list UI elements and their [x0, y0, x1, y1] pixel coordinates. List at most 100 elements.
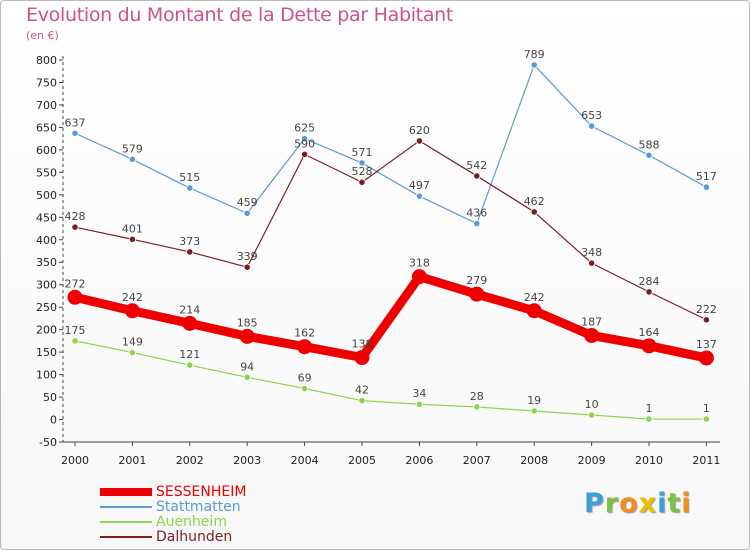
chart-title: Evolution du Montant de la Dette par Hab… [26, 4, 454, 26]
data-point-auenheim [300, 384, 309, 393]
legend-item-dalhunden[interactable]: Dalhunden [100, 529, 340, 545]
data-label-dalhunden: 348 [581, 246, 602, 259]
data-label-auenheim: 1 [646, 402, 653, 415]
x-tick-label: 2010 [635, 454, 663, 467]
data-label-dalhunden: 542 [466, 159, 487, 172]
data-point-stattmatten [473, 219, 481, 228]
x-tick-label: 2007 [463, 454, 491, 467]
data-point-auenheim [645, 415, 653, 423]
data-label-stattmatten: 571 [352, 146, 373, 159]
data-label-dalhunden: 339 [237, 250, 258, 263]
data-point-dalhunden [128, 235, 136, 243]
y-tick-label: 550 [36, 166, 57, 179]
data-label-sessenheim: 318 [409, 257, 430, 270]
legend-label-stattmatten: Stattmatten [156, 499, 241, 515]
y-tick-label: 700 [36, 99, 57, 112]
data-label-auenheim: 19 [527, 394, 541, 407]
x-tick-label: 2003 [233, 454, 261, 467]
data-label-stattmatten: 637 [65, 116, 86, 129]
logo-letter: o [619, 488, 639, 519]
data-point-stattmatten [358, 159, 366, 167]
series-auenheim: 175 149 121 94 69 42 34 28 19 10 1 1 [65, 324, 711, 423]
data-point-auenheim [530, 407, 538, 415]
legend-item-auenheim[interactable]: Auenheim [100, 514, 340, 530]
data-point-auenheim [128, 348, 136, 357]
data-point-dalhunden [473, 172, 481, 180]
series-stattmatten: 637 579 515 459 625 571 497 436 789 653 588 517 [65, 48, 717, 228]
data-point-dalhunden [645, 288, 653, 296]
legend: SESSENHEIM Stattmatten Auenheim Dalhunde… [100, 484, 340, 545]
data-label-sessenheim: 137 [696, 338, 717, 351]
data-point-sessenheim [411, 269, 427, 285]
data-label-auenheim: 28 [470, 390, 484, 403]
data-point-sessenheim [124, 303, 140, 319]
data-label-sessenheim: 214 [179, 303, 200, 316]
data-label-sessenheim: 185 [237, 316, 258, 329]
data-label-stattmatten: 459 [237, 196, 258, 209]
data-label-auenheim: 121 [179, 348, 200, 361]
x-tick-label: 2006 [405, 454, 433, 467]
data-point-dalhunden [702, 316, 711, 324]
data-point-dalhunden [186, 248, 194, 256]
data-point-sessenheim [297, 339, 313, 355]
data-point-dalhunden [587, 259, 596, 267]
x-tick-label: 2002 [176, 454, 204, 467]
legend-swatch-dalhunden [100, 536, 152, 538]
series-dalhunden: 428 401 373 339 590 528 620 542 462 348 284 222 [65, 124, 717, 324]
y-tick-label: 250 [36, 301, 57, 314]
data-point-dalhunden [415, 137, 423, 145]
logo-letter: r [604, 488, 620, 519]
data-point-stattmatten [243, 209, 251, 217]
data-point-stattmatten [702, 183, 711, 191]
data-label-stattmatten: 789 [524, 48, 545, 61]
data-point-auenheim [243, 373, 251, 381]
legend-swatch-auenheim [100, 521, 152, 523]
y-tick-label: 150 [36, 346, 57, 359]
data-label-sessenheim: 187 [581, 315, 602, 328]
x-tick-label: 2004 [291, 454, 319, 467]
logo-letter: x [638, 488, 658, 519]
data-point-sessenheim [67, 289, 83, 305]
logo-letter: i [681, 488, 692, 519]
data-point-stattmatten [71, 129, 79, 137]
data-label-dalhunden: 284 [639, 275, 660, 288]
y-tick-label: 650 [36, 121, 57, 134]
series-sessenheim: 272 242 214 185 162 138 318 279 242 187 164 137 [65, 257, 717, 366]
data-label-sessenheim: 242 [524, 291, 545, 304]
legend-label-sessenheim: SESSENHEIM [156, 484, 247, 500]
legend-item-sessenheim[interactable]: SESSENHEIM [100, 484, 340, 500]
data-point-sessenheim [182, 315, 198, 331]
data-label-sessenheim: 242 [122, 291, 143, 304]
data-label-sessenheim: 164 [639, 326, 660, 339]
legend-item-stattmatten[interactable]: Stattmatten [100, 499, 340, 515]
data-label-auenheim: 1 [703, 402, 710, 415]
legend-swatch-sessenheim [100, 488, 152, 496]
data-point-auenheim [71, 337, 79, 345]
data-label-stattmatten: 588 [639, 138, 660, 151]
data-point-stattmatten [645, 151, 653, 159]
data-label-auenheim: 69 [298, 372, 312, 385]
data-point-dalhunden [358, 178, 366, 186]
data-point-sessenheim [469, 286, 485, 302]
series-line-sessenheim [70, 272, 711, 363]
data-point-sessenheim [641, 338, 657, 354]
data-label-dalhunden: 401 [122, 222, 143, 235]
y-tick-label: 450 [36, 211, 57, 224]
y-tick-label: -50 [39, 436, 57, 449]
data-label-dalhunden: 428 [65, 210, 86, 223]
x-tick-label: 2011 [692, 454, 720, 467]
data-point-stattmatten [530, 61, 538, 69]
data-label-dalhunden: 222 [696, 303, 717, 316]
y-tick-label: 100 [36, 369, 57, 382]
x-tick-label: 2005 [348, 454, 376, 467]
data-point-sessenheim [584, 327, 600, 343]
data-point-sessenheim [354, 350, 370, 366]
data-label-dalhunden: 373 [179, 235, 200, 248]
data-label-stattmatten: 497 [409, 179, 430, 192]
y-tick-label: 0 [50, 414, 57, 427]
data-label-dalhunden: 462 [524, 195, 545, 208]
y-tick-label: 200 [36, 324, 57, 337]
data-label-auenheim: 149 [122, 336, 143, 349]
